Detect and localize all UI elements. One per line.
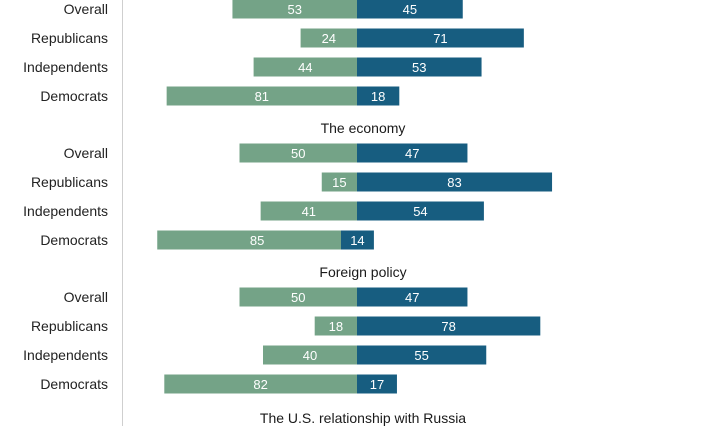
bar-left-value: 50	[291, 290, 305, 305]
bar-right-value: 47	[405, 146, 419, 161]
bar-right	[357, 201, 484, 221]
bar-right-value: 17	[370, 377, 384, 392]
row-label: Independents	[23, 59, 108, 75]
row-label: Democrats	[40, 376, 108, 392]
bar-left	[164, 374, 357, 394]
row-label: Overall	[64, 145, 108, 161]
bar-left-value: 41	[302, 204, 316, 219]
bar-left	[166, 86, 357, 106]
bar-right-value: 47	[405, 290, 419, 305]
row-label: Overall	[64, 289, 108, 305]
bar-left	[260, 201, 357, 221]
bar-right	[357, 287, 468, 307]
bar-right	[357, 316, 541, 336]
row-label: Independents	[23, 347, 108, 363]
bar-left-value: 81	[255, 89, 269, 104]
bar-left	[157, 230, 357, 250]
row-label: Democrats	[40, 232, 108, 248]
row-label: Republicans	[31, 174, 108, 190]
bar-left-value: 40	[303, 348, 317, 363]
bar-left-value: 53	[287, 2, 301, 17]
bar-right-value: 18	[371, 89, 385, 104]
bar-left-value: 18	[329, 319, 343, 334]
bar-right	[357, 143, 468, 163]
section-title: The economy	[321, 120, 406, 136]
bar-right-value: 45	[403, 2, 417, 17]
row-label: Republicans	[31, 30, 108, 46]
bar-right	[357, 86, 400, 106]
bar-left	[300, 28, 357, 48]
row-label: Overall	[64, 1, 108, 17]
bar-left-value: 50	[291, 146, 305, 161]
bar-left	[263, 345, 357, 365]
bar-right-value: 83	[447, 175, 461, 190]
bar-left-value: 82	[253, 377, 267, 392]
bar-right	[357, 172, 553, 192]
bar-right-value: 55	[414, 348, 428, 363]
bar-right	[357, 0, 463, 19]
bar-right-value: 14	[350, 233, 364, 248]
bar-left	[253, 57, 357, 77]
bar-right-value: 78	[441, 319, 455, 334]
row-label: Republicans	[31, 318, 108, 334]
bar-right-value: 53	[412, 60, 426, 75]
bar-right-value: 54	[413, 204, 427, 219]
bar-left	[239, 287, 357, 307]
row-label: Independents	[23, 203, 108, 219]
bar-right-value: 71	[433, 31, 447, 46]
bar-left	[232, 0, 357, 19]
bar-right	[357, 57, 482, 77]
bar-right	[357, 374, 397, 394]
section-title: The U.S. relationship with Russia	[260, 410, 466, 426]
bar-left	[314, 316, 357, 336]
bar-left-value: 85	[250, 233, 264, 248]
bar-left-value: 24	[322, 31, 336, 46]
bar-right	[357, 28, 524, 48]
bar-left-value: 15	[332, 175, 346, 190]
section-title: Foreign policy	[319, 264, 406, 280]
bar-left	[321, 172, 357, 192]
bar-left	[239, 143, 357, 163]
bar-right	[357, 345, 487, 365]
bar-right	[341, 230, 374, 250]
bar-left-value: 44	[298, 60, 312, 75]
row-label: Democrats	[40, 88, 108, 104]
